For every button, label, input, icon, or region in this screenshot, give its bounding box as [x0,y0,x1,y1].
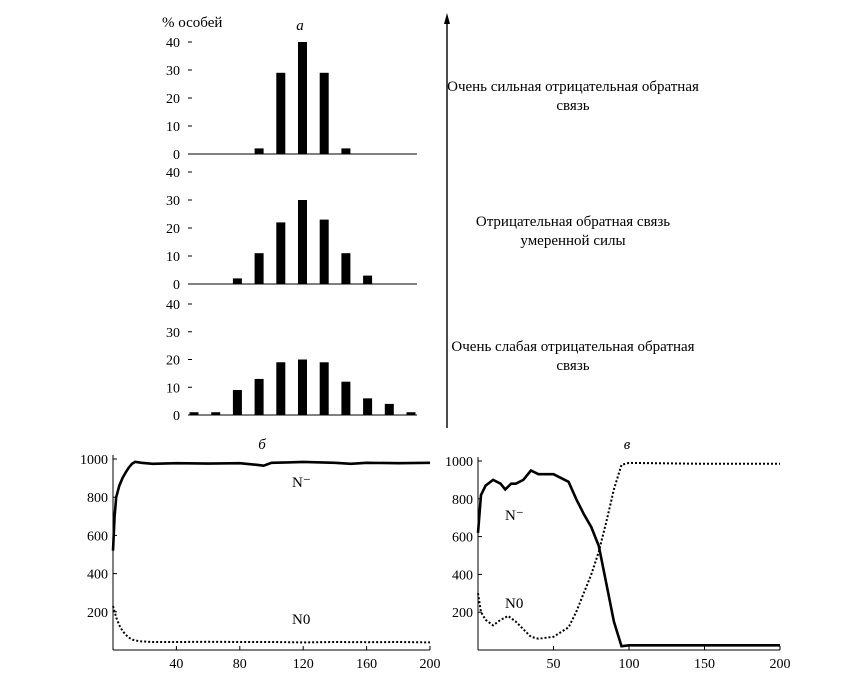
y-tick-label: 40 [166,166,180,181]
y-tick-label: 10 [166,381,180,396]
histogram-bar [254,253,264,284]
annotation-strong-feedback: Очень сильная отрицательная обратная свя… [447,79,699,114]
y-tick-label: 30 [166,194,180,209]
panel-b-letter: б [258,437,266,453]
x-tick-label: 80 [233,657,247,672]
y-tick-label: 20 [166,92,180,107]
y-tick-label: 40 [166,36,180,51]
y-tick-label: 600 [87,529,108,544]
y-tick-label: 600 [452,531,473,546]
series-line [476,468,780,648]
annotation-weak-feedback: Очень слабая отрицательная обратная связ… [451,339,695,374]
histogram-bar [319,72,329,154]
y-tick-label: 800 [87,491,108,506]
histogram-bar [298,42,307,154]
plot-c-area: 200 400 600 800 1000 50 100 150 200 N⁻ N0 [445,455,791,672]
histogram-bar [341,381,351,415]
series-line [112,605,431,644]
histogram-moderate-feedback: 0 10 20 30 40 [166,166,417,293]
panel-a-ylabel: % особей [162,15,222,31]
y-tick-label: 400 [87,568,108,583]
x-tick-label: 160 [356,657,377,672]
y-tick-label: 30 [166,64,180,79]
histogram-bar [254,148,264,154]
histogram-bar [254,378,264,415]
x-tick-label: 200 [770,657,791,672]
y-tick-label: 800 [452,493,473,508]
y-tick-label: 0 [173,278,180,293]
panel-a-histograms: а % особей 0 10 20 30 40 0 10 20 30 40 0 10 20 30 40 [162,15,417,424]
annotation-moderate-feedback: Отрицательная обратная связь умеренной с… [475,214,671,249]
x-tick-label: 200 [420,657,441,672]
histogram-bar [276,362,286,415]
x-tick-label: 150 [694,657,715,672]
histogram-bar [363,275,373,284]
histogram-bar [232,390,242,415]
series-line [477,461,780,640]
histogram-weak-feedback: 0 10 20 30 40 [166,298,417,424]
series-line [111,460,431,551]
histogram-bar [384,403,394,415]
x-tick-label: 100 [619,657,640,672]
y-tick-label: 200 [87,606,108,621]
series-label: N⁻ [505,508,524,524]
y-tick-label: 20 [166,222,180,237]
histogram-bar [341,148,351,154]
y-tick-label: 0 [173,148,180,163]
y-tick-label: 1000 [80,453,108,468]
histogram-bar [276,222,286,284]
series-label: N0 [505,596,523,612]
series-label: N0 [292,612,310,628]
feedback-strength-arrow [444,13,450,428]
histogram-bar [276,72,286,154]
y-tick-label: 10 [166,250,180,265]
y-tick-label: 400 [452,568,473,583]
series-label: N⁻ [292,475,311,491]
plot-b-area: 200 400 600 800 1000 40 80 120 160 200 N⁻ N0 [80,453,441,672]
panel-c-line-chart: в 200 400 600 800 1000 50 100 150 200 N⁻ N0 [445,437,791,672]
panel-b-line-chart: б 200 400 600 800 1000 40 80 120 160 200 N⁻ N0 [80,437,441,672]
x-tick-label: 120 [293,657,314,672]
y-tick-label: 20 [166,354,180,369]
y-tick-label: 1000 [445,455,473,470]
x-tick-label: 40 [169,657,183,672]
x-tick-label: 50 [547,657,561,672]
histogram-bar [211,412,221,415]
histogram-bar [363,398,373,415]
y-tick-label: 10 [166,120,180,135]
histogram-bar [189,412,199,415]
histogram-bar [319,362,329,415]
panel-a-letter: а [296,18,304,34]
histogram-bar [319,219,329,284]
histogram-bar [298,359,307,415]
panel-c-letter: в [624,437,631,453]
histogram-bar [341,253,351,284]
y-tick-label: 40 [166,298,180,313]
histogram-bar [406,412,416,415]
histogram-strong-feedback: 0 10 20 30 40 [166,36,417,163]
histogram-bar [232,278,242,284]
y-tick-label: 200 [452,606,473,621]
histogram-bar [298,200,307,284]
y-tick-label: 0 [173,409,180,424]
y-tick-label: 30 [166,326,180,341]
